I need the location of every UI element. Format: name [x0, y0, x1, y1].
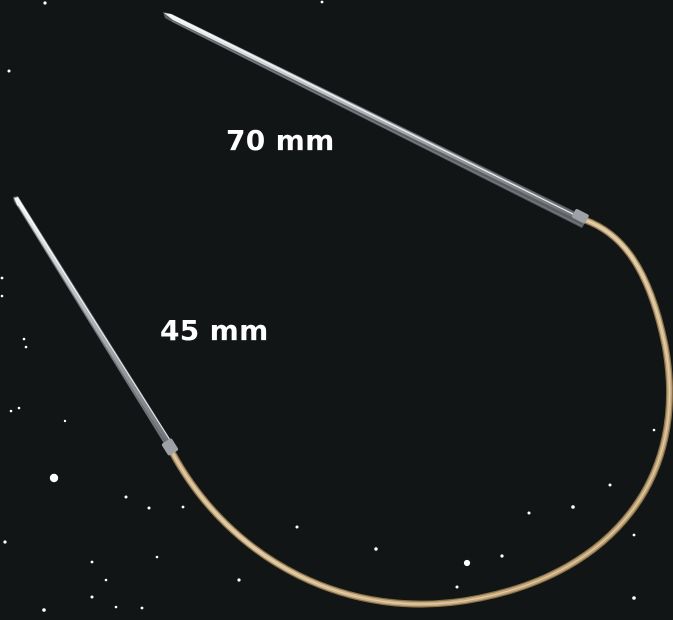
long-needle-length-label: 70 mm [226, 124, 335, 157]
short-needle-length-label: 45 mm [160, 314, 269, 347]
background-speckles [0, 0, 656, 612]
short-needle-tip [13, 196, 179, 456]
long-needle-tip [163, 12, 589, 228]
